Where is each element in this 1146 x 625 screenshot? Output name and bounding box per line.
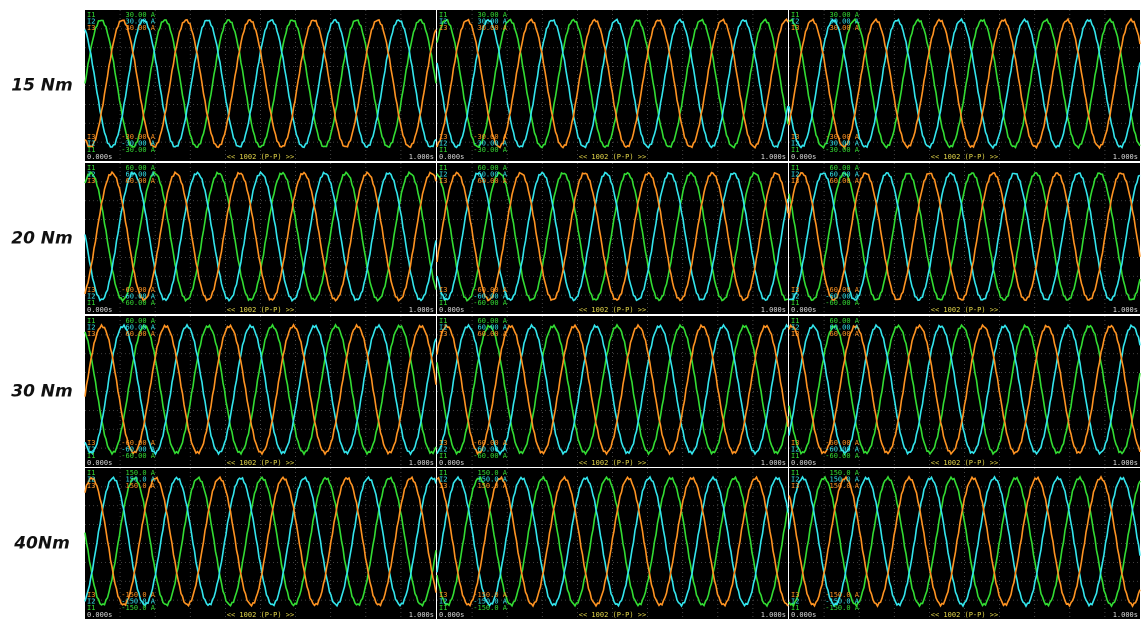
page: 15 NmI130.00 AI230.00 AI330.00 AI3-30.00… [0, 0, 1146, 620]
time-start: 0.000s [439, 611, 464, 619]
channel-label: I3 [791, 482, 799, 490]
channel-label: I3 [439, 330, 447, 338]
scale-top: 60.00 A [125, 330, 155, 338]
channel-label: I3 [87, 482, 95, 490]
scale-top: 150.0 A [477, 482, 507, 490]
time-end: 1.000s [409, 306, 434, 314]
scale-top: 60.00 A [829, 330, 859, 338]
time-end: 1.000s [409, 459, 434, 467]
time-start: 0.000s [87, 306, 112, 314]
footer-middle: << 1002 (P-P) >> [931, 153, 998, 161]
scale-bottom: -150.0 A [121, 604, 156, 612]
time-start: 0.000s [791, 459, 816, 467]
time-start: 0.000s [439, 306, 464, 314]
scale-top: 60.00 A [125, 177, 155, 185]
scale-top: 60.00 A [477, 177, 507, 185]
row-label: 40Nm [13, 534, 70, 554]
time-start: 0.000s [791, 611, 816, 619]
footer-middle: << 1002 (P-P) >> [579, 459, 646, 467]
channel-label: I3 [439, 482, 447, 490]
footer-middle: << 1002 (P-P) >> [931, 306, 998, 314]
scale-top: 150.0 A [829, 482, 859, 490]
scale-top: 30.00 A [125, 24, 155, 32]
time-start: 0.000s [439, 459, 464, 467]
scale-bottom: -60.00 A [121, 299, 156, 307]
scale-bottom: -60.00 A [825, 299, 860, 307]
time-end: 1.000s [761, 459, 786, 467]
scale-top: 30.00 A [829, 24, 859, 32]
channel-label: I3 [87, 24, 95, 32]
time-start: 0.000s [87, 153, 112, 161]
time-end: 1.000s [409, 611, 434, 619]
time-start: 0.000s [791, 153, 816, 161]
time-end: 1.000s [1113, 153, 1138, 161]
channel-label: I3 [439, 24, 447, 32]
footer-middle: << 1002 (P-P) >> [227, 153, 294, 161]
time-end: 1.000s [1113, 306, 1138, 314]
channel-label: I3 [791, 24, 799, 32]
time-start: 0.000s [87, 611, 112, 619]
scale-bottom: -60.00 A [473, 452, 508, 460]
scope-panel: I160.00 AI260.00 AI360.00 AI3-60.00 AI2-… [789, 163, 1140, 314]
footer-middle: << 1002 (P-P) >> [579, 611, 646, 619]
time-end: 1.000s [1113, 459, 1138, 467]
footer-middle: << 1002 (P-P) >> [931, 459, 998, 467]
time-end: 1.000s [1113, 611, 1138, 619]
scale-bottom: -60.00 A [825, 452, 860, 460]
scale-top: 60.00 A [477, 330, 507, 338]
time-start: 0.000s [791, 306, 816, 314]
footer-middle: << 1002 (P-P) >> [227, 306, 294, 314]
scale-bottom: -30.00 A [473, 146, 508, 154]
scope-panel: I130.00 AI230.00 AI330.00 AI3-30.00 AI2-… [789, 10, 1140, 161]
scale-bottom: -150.0 A [825, 604, 860, 612]
time-end: 1.000s [761, 153, 786, 161]
scale-top: 60.00 A [829, 177, 859, 185]
scale-bottom: -60.00 A [473, 299, 508, 307]
scope-panel: I160.00 AI260.00 AI360.00 AI3-60.00 AI2-… [437, 316, 788, 467]
row-label: 30 Nm [11, 382, 73, 402]
scope-panel: I160.00 AI260.00 AI360.00 AI3-60.00 AI2-… [789, 316, 1140, 467]
row-label: 20 Nm [11, 229, 73, 249]
footer-middle: << 1002 (P-P) >> [579, 306, 646, 314]
footer-middle: << 1002 (P-P) >> [227, 611, 294, 619]
channel-label: I3 [791, 177, 799, 185]
footer-middle: << 1002 (P-P) >> [931, 611, 998, 619]
channel-label: I3 [791, 330, 799, 338]
scale-top: 150.0 A [125, 482, 155, 490]
footer-middle: << 1002 (P-P) >> [579, 153, 646, 161]
channel-label: I3 [87, 330, 95, 338]
scale-bottom: -150.0 A [473, 604, 508, 612]
time-end: 1.000s [761, 306, 786, 314]
row-label: 15 Nm [11, 76, 73, 96]
time-end: 1.000s [409, 153, 434, 161]
scale-bottom: -60.00 A [121, 452, 156, 460]
time-start: 0.000s [87, 459, 112, 467]
scope-panel: I160.00 AI260.00 AI360.00 AI3-60.00 AI2-… [437, 163, 788, 314]
time-end: 1.000s [761, 611, 786, 619]
scale-bottom: -30.00 A [121, 146, 156, 154]
scale-top: 30.00 A [477, 24, 507, 32]
time-start: 0.000s [439, 153, 464, 161]
scope-panel: I1150.0 AI2150.0 AI3150.0 AI3-150.0 AI2-… [85, 468, 436, 619]
footer-middle: << 1002 (P-P) >> [227, 459, 294, 467]
channel-label: I3 [439, 177, 447, 185]
scale-bottom: -30.00 A [825, 146, 860, 154]
channel-label: I3 [87, 177, 95, 185]
